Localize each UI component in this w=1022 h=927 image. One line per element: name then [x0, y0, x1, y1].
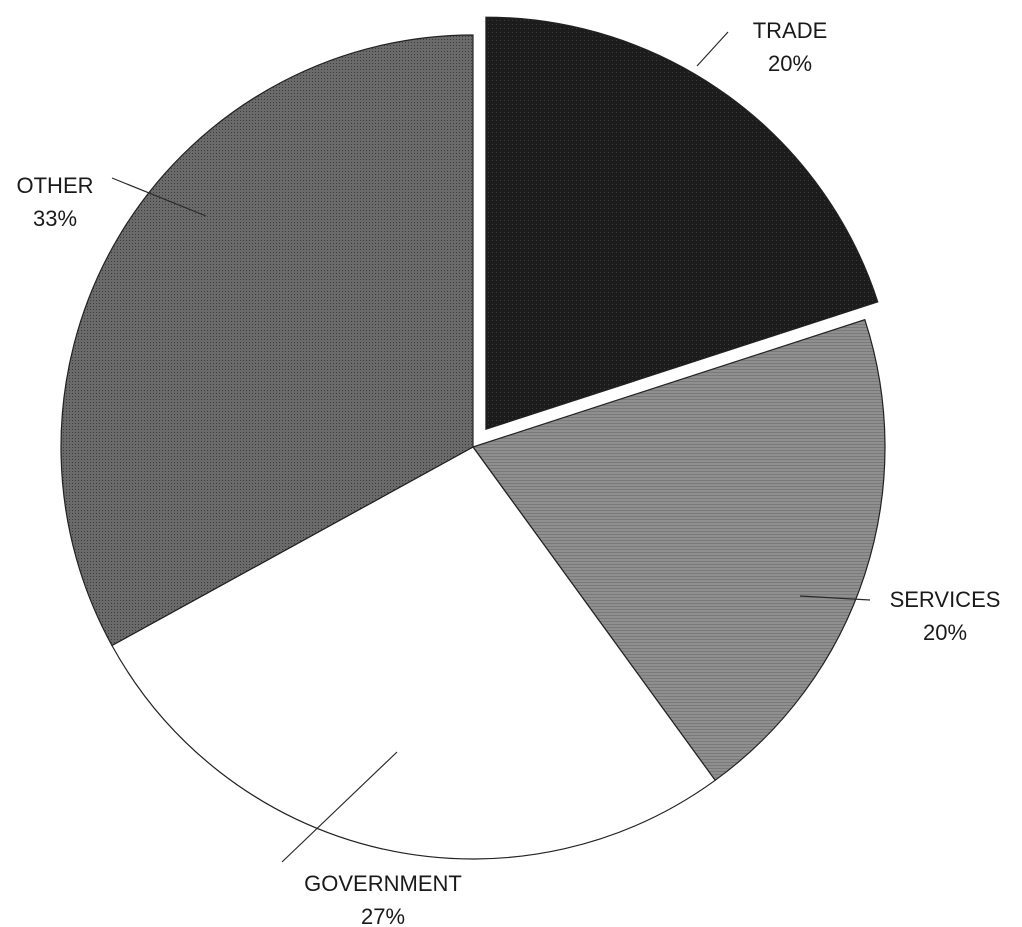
slice-label-government: GOVERNMENT — [304, 871, 462, 896]
pie-slice-services — [472, 318, 886, 782]
pie-slice-government — [111, 446, 717, 860]
pie-slice-trade — [485, 16, 879, 431]
slice-percent-services: 20% — [923, 620, 967, 645]
slice-label-services: SERVICES — [890, 587, 1001, 612]
pie-slice-other — [60, 34, 474, 647]
slice-percent-other: 33% — [33, 206, 77, 231]
leader-line-government — [281, 751, 398, 863]
slices-layer — [60, 16, 886, 860]
leaders-layer — [111, 31, 871, 863]
labels-layer: TRADE 20% SERVICES 20% GOVERNMENT 27% OTHER 33% — [17, 18, 1001, 927]
leader-line-services — [799, 595, 871, 601]
slice-percent-government: 27% — [361, 904, 405, 927]
slice-percent-trade: 20% — [768, 51, 812, 76]
leader-line-other — [111, 177, 207, 217]
slice-label-other: OTHER — [17, 173, 94, 198]
leader-line-trade — [696, 31, 729, 67]
slice-label-trade: TRADE — [753, 18, 828, 43]
